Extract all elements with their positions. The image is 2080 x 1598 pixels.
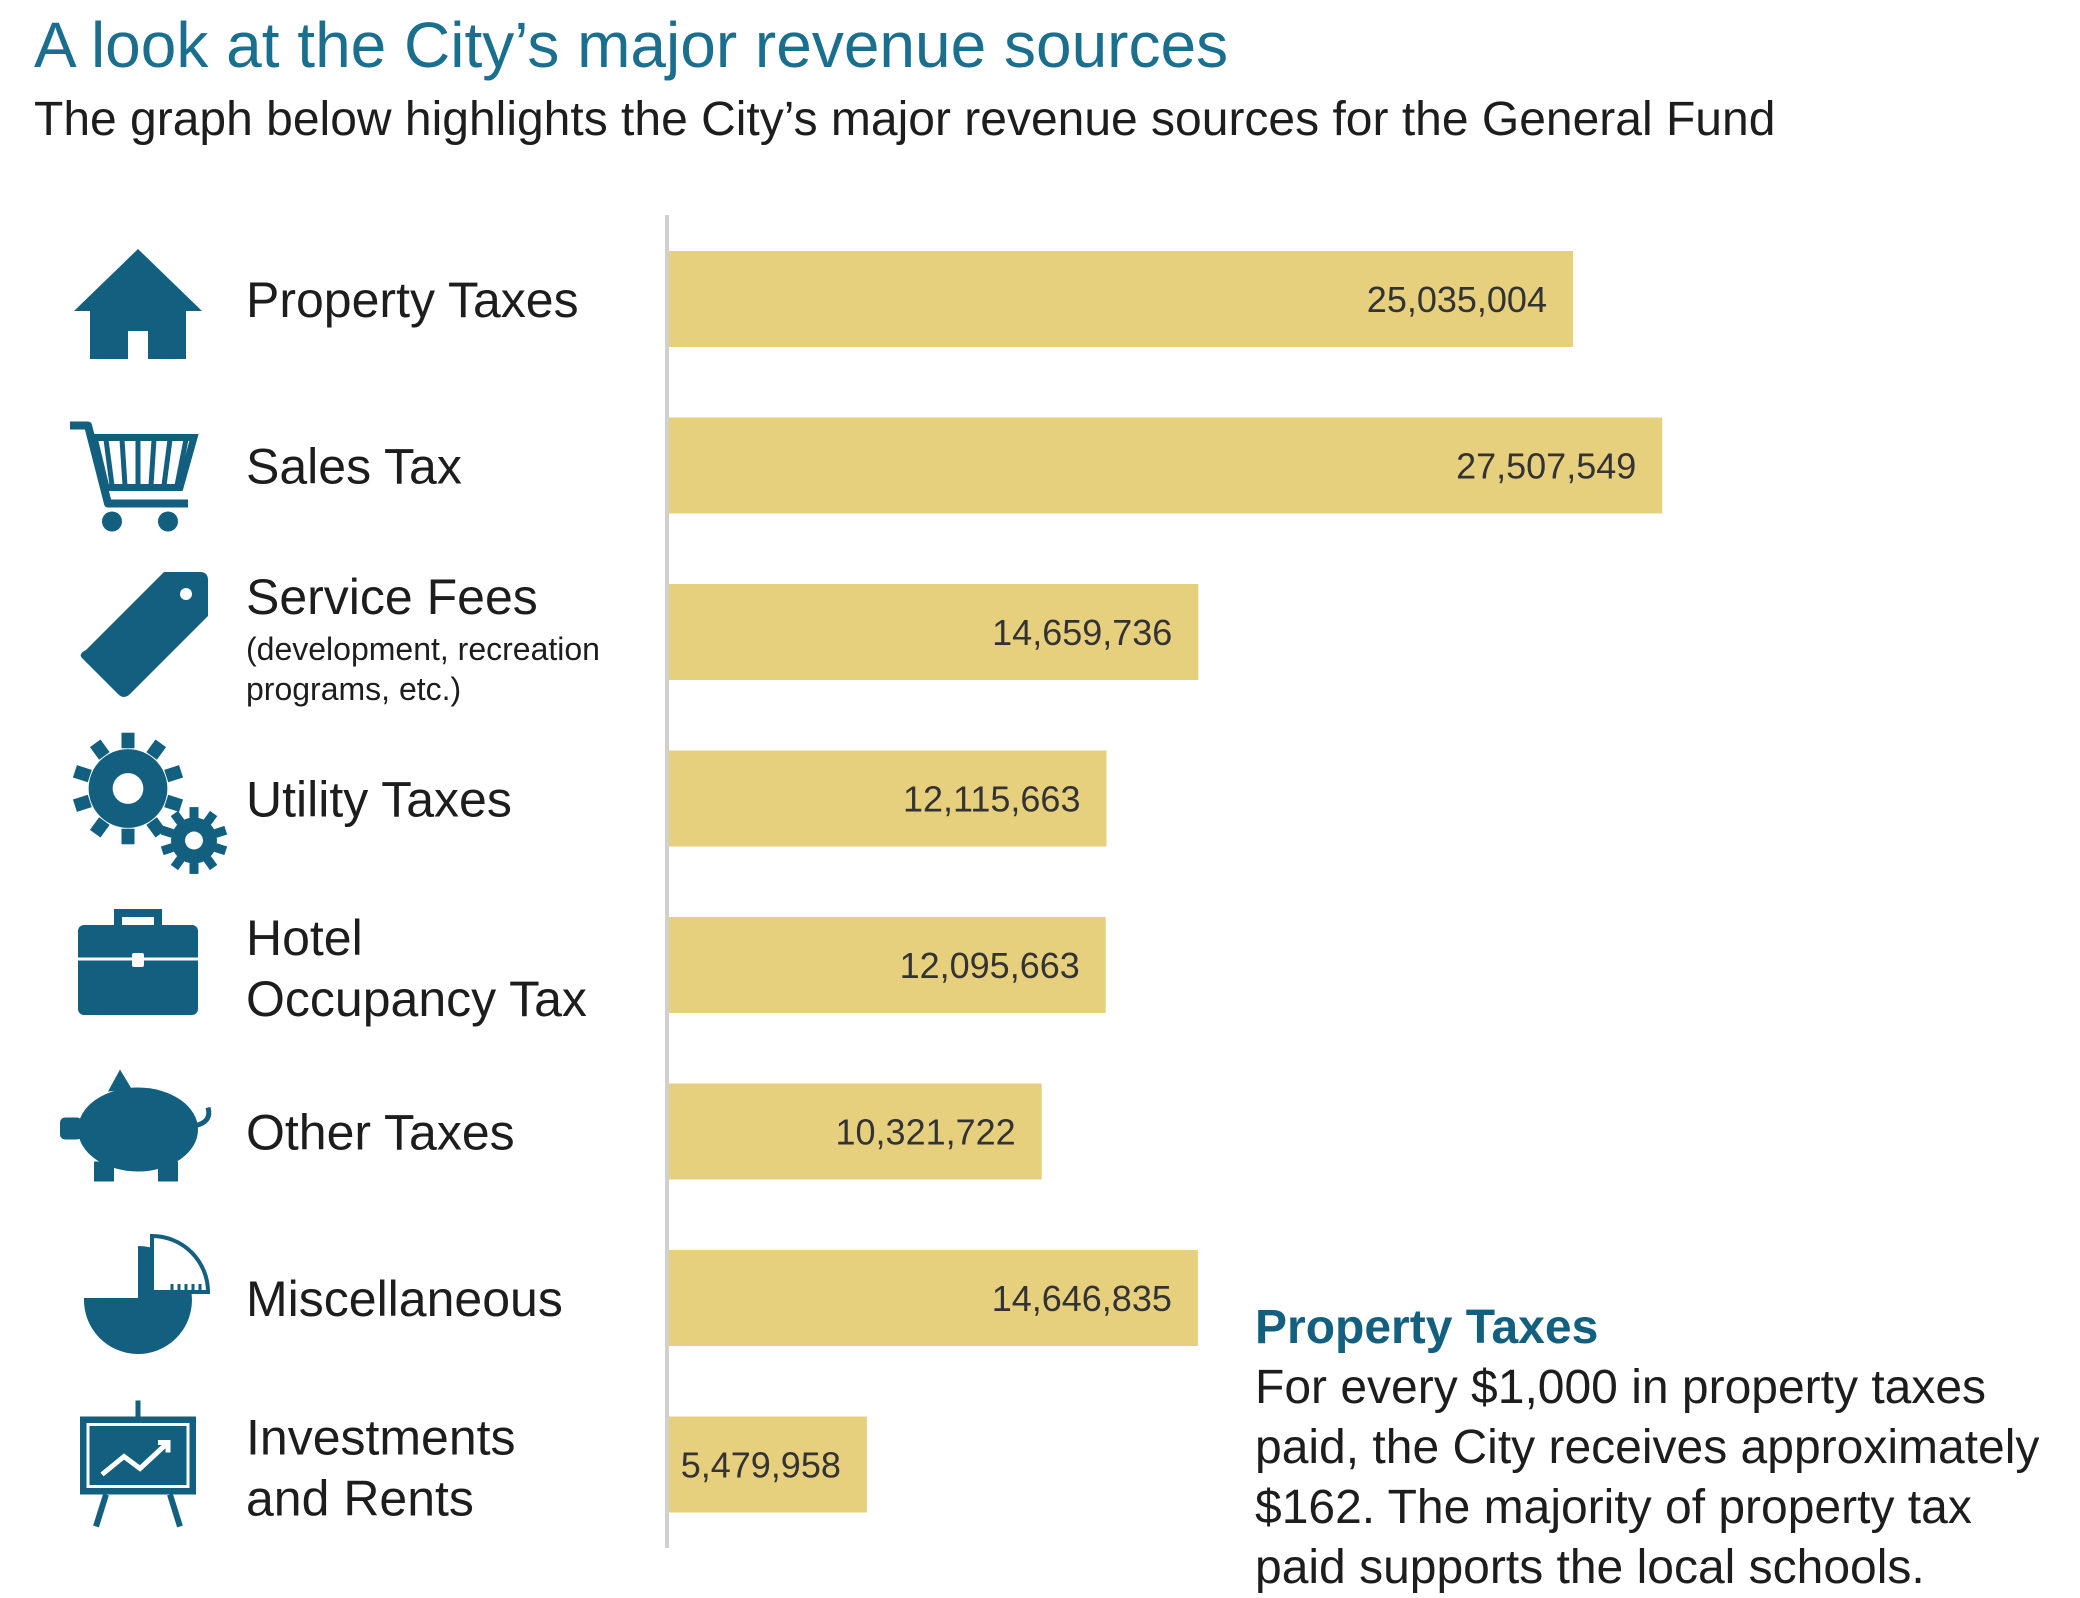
bar-value-label: 12,095,663 xyxy=(900,945,1080,986)
category-label: Hotel xyxy=(246,910,363,966)
bar-value-label: 10,321,722 xyxy=(836,1112,1016,1153)
category-label: Other Taxes xyxy=(246,1105,515,1161)
category-label: Investments xyxy=(246,1410,516,1466)
bar-group: 25,035,004 27,507,549 14,659,736 12,115,663… xyxy=(669,251,1663,1513)
gears-icon xyxy=(72,732,228,874)
category-label-group: Property Taxes Sales Tax Service Fees (deve… xyxy=(246,272,600,1527)
bar-value-label: 14,659,736 xyxy=(992,612,1172,653)
category-sublabel: (development, recreation xyxy=(246,631,600,667)
bar xyxy=(669,251,1573,347)
pie-chart-icon xyxy=(83,1233,211,1354)
bar xyxy=(669,1083,1042,1180)
category-label: Service Fees xyxy=(246,569,538,625)
shopping-cart-icon xyxy=(70,421,199,532)
chart-title: A look at the City’s major revenue sourc… xyxy=(34,9,1229,81)
bar-value-label: 25,035,004 xyxy=(1367,279,1547,320)
category-icon-group xyxy=(60,249,228,1528)
bar-value-label: 12,115,663 xyxy=(903,779,1081,820)
category-label: Property Taxes xyxy=(246,272,579,328)
category-label: Utility Taxes xyxy=(246,772,512,828)
bar xyxy=(669,750,1107,847)
bar xyxy=(669,1250,1198,1346)
property-tax-note: Property Taxes For every $1,000 in prope… xyxy=(1255,1298,2075,1598)
piggy-bank-icon xyxy=(60,1069,212,1182)
bar xyxy=(669,917,1106,1013)
bar xyxy=(669,1416,867,1513)
category-label: Occupancy Tax xyxy=(246,971,587,1027)
price-tag-icon xyxy=(80,572,208,697)
note-line: paid supports the local schools. xyxy=(1255,1541,1925,1594)
bar-value-label: 27,507,549 xyxy=(1456,446,1636,487)
note-title: Property Taxes xyxy=(1255,1301,1599,1354)
note-line: $162. The majority of property tax xyxy=(1255,1481,1972,1534)
bar xyxy=(669,584,1199,680)
category-label: Miscellaneous xyxy=(246,1271,563,1327)
bar-value-label: 5,479,958 xyxy=(681,1445,841,1486)
category-sublabel: programs, etc.) xyxy=(246,671,461,707)
chart-subtitle: The graph below highlights the City’s ma… xyxy=(34,93,1776,146)
bar-value-label: 14,646,835 xyxy=(992,1278,1172,1319)
house-icon xyxy=(74,249,202,359)
note-line: paid, the City receives approximately xyxy=(1255,1421,2040,1474)
bar xyxy=(669,417,1663,514)
category-label: Sales Tax xyxy=(246,439,462,495)
briefcase-icon xyxy=(78,909,198,1015)
note-body: For every $1,000 in property taxes paid,… xyxy=(1255,1358,2075,1598)
note-line: For every $1,000 in property taxes xyxy=(1255,1361,1987,1414)
category-label: and Rents xyxy=(246,1471,474,1527)
presentation-board-icon xyxy=(80,1400,196,1528)
